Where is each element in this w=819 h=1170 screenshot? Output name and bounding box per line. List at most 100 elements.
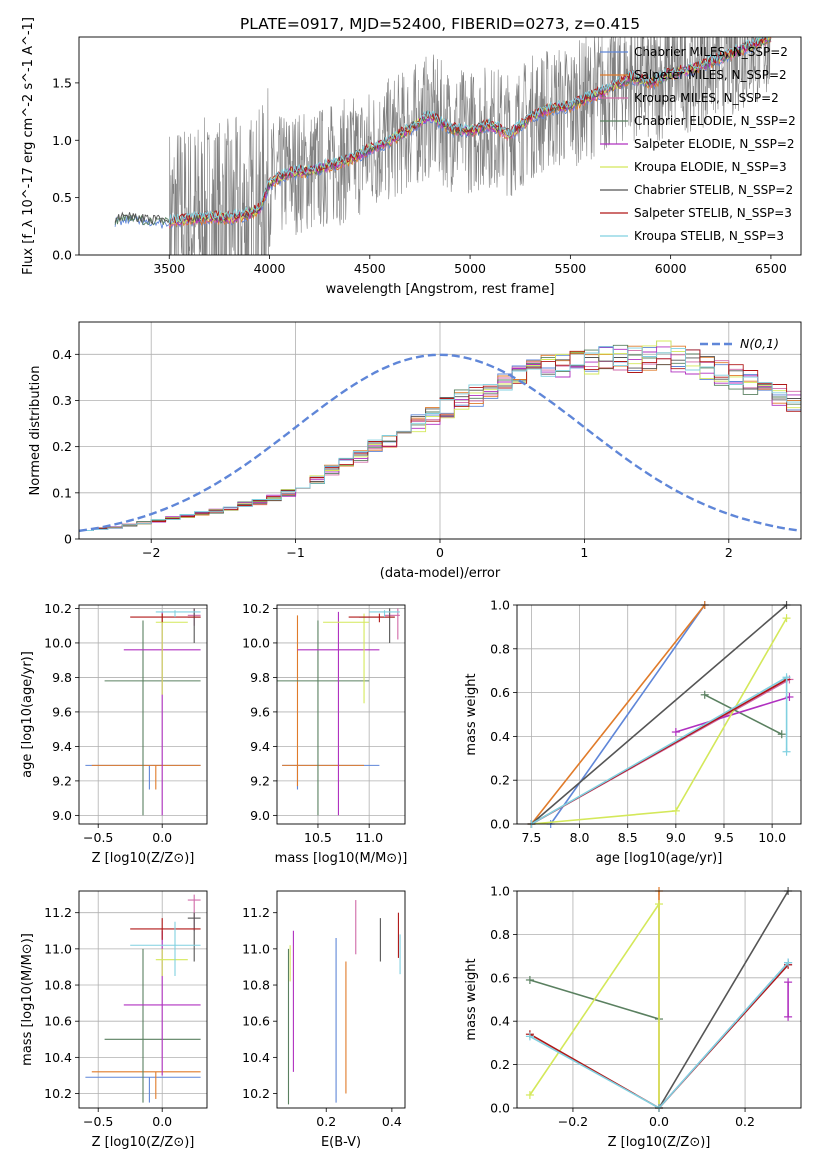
x-tick-label: 4500 (354, 261, 386, 276)
model-spectrum-line (114, 37, 769, 226)
series-line (704, 694, 783, 735)
y-axis-label: age [log10(age/yr)] (20, 651, 35, 778)
y-tick-label: 9.4 (52, 739, 72, 754)
legend-label: Salpeter STELIB, N_SSP=3 (634, 206, 792, 220)
y-axis-label: mass weight (464, 958, 479, 1040)
y-tick-label: 11.0 (242, 941, 270, 956)
y-axis-label: mass weight (464, 673, 479, 755)
plot-frame (78, 36, 802, 256)
y-tick-label: 10.6 (242, 1014, 270, 1029)
x-tick-label: 5000 (454, 261, 486, 276)
x-tick-label: 7.5 (521, 830, 541, 845)
y-tick-label: 0.0 (52, 248, 72, 263)
y-tick-label: 9.0 (52, 808, 72, 823)
y-tick-label: 10.4 (44, 1050, 72, 1065)
histogram-line (79, 346, 801, 531)
massweight-vs-Z-panel: −0.2 0.0 0.2 0.0 0.2 0.4 0.6 0.8 1.0 Z [log10(Z/Z… (464, 884, 802, 1150)
x-axis-label: Z [log10(Z/Z⊙)] (608, 1135, 711, 1150)
x-tick-label: 0.2 (735, 1114, 755, 1129)
legend-label: Salpeter ELODIE, N_SSP=2 (634, 137, 795, 151)
y-tick-label: 10.0 (242, 635, 270, 650)
x-tick-label: 0.2 (316, 1114, 336, 1129)
y-tick-label: 9.2 (250, 773, 270, 788)
y-tick-label: 0.8 (490, 927, 510, 942)
y-tick-label: 0.0 (490, 1101, 510, 1116)
mass-vs-Z-panel: −0.5 0.0 10.2 10.4 10.6 10.8 11.0 11.2 Z [log10(… (20, 890, 208, 1150)
age-vs-Z-panel: −0.5 0.0 9.0 9.2 9.4 9.6 9.8 10.0 10.2 Z [log10(Z… (20, 601, 208, 866)
y-tick-label: 0.1 (52, 485, 72, 500)
series-line (550, 604, 706, 825)
x-tick-label: 0.4 (382, 1114, 402, 1129)
histogram-line (79, 340, 801, 531)
x-axis-label: Z [log10(Z/Z⊙)] (92, 851, 195, 866)
x-tick-label: −0.2 (558, 1114, 588, 1129)
y-tick-label: 1.0 (490, 598, 510, 613)
series-line (531, 675, 788, 825)
y-axis-label: Flux [f_λ 10^-17 erg cm^-2 s^-1 A^-1] (21, 17, 36, 275)
y-tick-label: 10.0 (44, 635, 72, 650)
histogram-line (79, 350, 801, 531)
y-tick-label: 1.0 (52, 133, 72, 148)
y-tick-label: 9.6 (250, 704, 270, 719)
data-spectrum-line (169, 37, 771, 255)
legend-label: Chabrier ELODIE, N_SSP=2 (634, 114, 796, 128)
y-tick-label: 11.2 (44, 905, 72, 920)
x-tick-label: 9.0 (666, 830, 686, 845)
y-tick-label: 0 (64, 532, 72, 547)
spectrum-panel: 3500 4000 4500 5000 5500 6000 6500 0.0 0.5 1.0 1.5… (21, 17, 802, 297)
plot-frame (78, 321, 802, 540)
histogram-line (79, 340, 801, 531)
y-tick-label: 0.5 (52, 190, 72, 205)
y-tick-label: 0.8 (490, 641, 510, 656)
y-tick-label: 10.2 (242, 601, 270, 616)
y-tick-label: 0.4 (490, 1014, 510, 1029)
x-axis-label: age [log10(age/yr)] (596, 851, 723, 866)
y-tick-label: 0.2 (490, 1057, 510, 1072)
mass-vs-EBV-panel: 0.2 0.4 10.2 10.4 10.6 10.8 11.0 11.2 E(B-V) (242, 890, 406, 1150)
y-tick-label: 11.0 (44, 941, 72, 956)
y-tick-label: 0.2 (52, 439, 72, 454)
gaussian-curve (79, 353, 801, 533)
figure-title: PLATE=0917, MJD=52400, FIBERID=0273, z=0… (240, 15, 640, 33)
histogram-line (79, 345, 801, 531)
y-tick-label: 9.8 (52, 670, 72, 685)
x-tick-label: 0 (436, 545, 444, 560)
series-line (675, 696, 790, 733)
massweight-vs-age-panel: 7.5 8.0 8.5 9.0 9.5 10.0 0.0 0.2 0.4 0.6 0.8 1.0 age… (464, 598, 802, 866)
x-axis-label: Z [log10(Z/Z⊙)] (92, 1135, 195, 1150)
y-axis-label: mass [log10(M/M⊙)] (20, 933, 35, 1066)
plot-frame (78, 604, 208, 825)
y-tick-label: 9.6 (52, 704, 72, 719)
model-spectrum-line (168, 37, 770, 225)
x-tick-label: 9.5 (714, 830, 734, 845)
histogram-line (79, 355, 801, 531)
y-axis-label: Normed distribution (28, 366, 43, 496)
x-tick-label: −0.5 (83, 830, 113, 845)
x-axis-label: mass [log10(M/M⊙)] (275, 851, 408, 866)
x-tick-label: 3500 (153, 261, 185, 276)
x-axis-label: E(B-V) (321, 1135, 361, 1150)
legend-label: Kroupa STELIB, N_SSP=3 (634, 229, 784, 243)
x-tick-label: −0.5 (83, 1114, 113, 1129)
legend-label: N(0,1) (740, 336, 779, 351)
y-tick-label: 10.2 (44, 601, 72, 616)
histogram-line (79, 349, 801, 531)
x-tick-label: 0.0 (152, 1114, 172, 1129)
y-tick-label: 1.5 (52, 75, 72, 90)
y-tick-label: 0.4 (52, 347, 72, 362)
y-tick-label: 9.0 (250, 808, 270, 823)
legend-label: Chabrier STELIB, N_SSP=2 (634, 183, 793, 197)
x-tick-label: −1 (286, 545, 304, 560)
y-tick-label: 10.8 (242, 978, 270, 993)
plot-frame (276, 890, 406, 1109)
x-tick-label: 0.0 (649, 1114, 669, 1129)
x-tick-label: 4000 (254, 261, 286, 276)
x-tick-label: 11.0 (355, 830, 383, 845)
legend-label: Salpeter MILES, N_SSP=2 (634, 68, 787, 82)
series-line (530, 604, 788, 825)
y-tick-label: 1.0 (490, 884, 510, 899)
x-tick-label: 10.0 (758, 830, 786, 845)
x-tick-label: −2 (142, 545, 160, 560)
y-tick-label: 10.4 (242, 1050, 270, 1065)
